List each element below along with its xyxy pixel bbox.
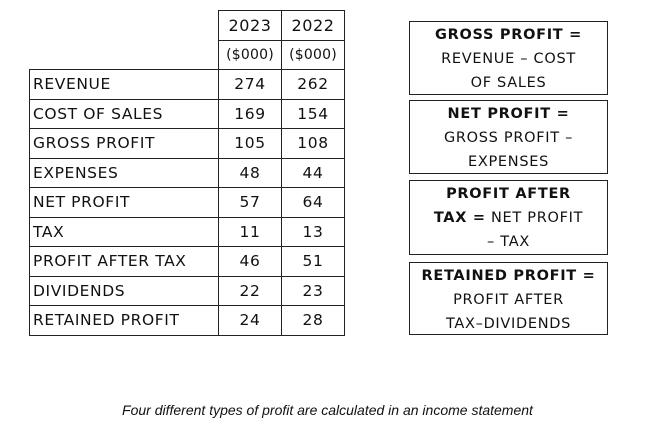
retained-profit-formula-box: RETAINED PROFIT = PROFIT AFTER TAX–DIVID… [409, 262, 608, 335]
formula-line: NET PROFIT [491, 210, 584, 226]
blank-cell [30, 40, 219, 70]
row-label: COST OF SALES [29, 98, 219, 129]
value-2022: 13 [281, 216, 345, 247]
value-2023: 11 [218, 216, 282, 247]
year-2023-header: 2023 [218, 10, 282, 41]
value-2023: 24 [218, 305, 282, 336]
row-label: TAX [29, 216, 219, 247]
row-label: PROFIT AFTER TAX [29, 246, 219, 277]
unit-2022-header: ($000) [281, 39, 345, 70]
table-row: GROSS PROFIT 105 108 [29, 128, 345, 159]
value-2022: 262 [281, 69, 345, 100]
year-header-row: 2023 2022 [30, 10, 345, 41]
value-2022: 28 [281, 305, 345, 336]
value-2023: 274 [218, 69, 282, 100]
table-row: RETAINED PROFIT 24 28 [29, 305, 345, 336]
blank-cell [30, 11, 219, 41]
table-row: TAX 11 13 [29, 216, 345, 247]
value-2023: 57 [218, 187, 282, 218]
value-2022: 23 [281, 275, 345, 306]
gross-profit-formula-box: GROSS PROFIT = REVENUE – COST OF SALES [409, 21, 608, 95]
value-2023: 22 [218, 275, 282, 306]
value-2022: 44 [281, 157, 345, 188]
value-2023: 105 [218, 128, 282, 159]
row-label: NET PROFIT [29, 187, 219, 218]
value-2023: 169 [218, 98, 282, 129]
row-label: GROSS PROFIT [29, 128, 219, 159]
income-statement-table: 2023 2022 ($000) ($000) REVENUE 274 262 … [29, 10, 345, 336]
formula-line: OF SALES [470, 75, 547, 91]
table-row: NET PROFIT 57 64 [29, 187, 345, 218]
row-label: REVENUE [29, 69, 219, 100]
value-2022: 51 [281, 246, 345, 277]
row-label: DIVIDENDS [29, 275, 219, 306]
formula-term: TAX = [433, 210, 486, 226]
formula-line: GROSS PROFIT – [443, 130, 574, 146]
formula-line: TAX–DIVIDENDS [445, 316, 572, 332]
value-2023: 48 [218, 157, 282, 188]
formula-term: PROFIT AFTER [446, 186, 571, 202]
value-2022: 154 [281, 98, 345, 129]
formula-term: NET PROFIT = [447, 106, 570, 122]
formula-term: RETAINED PROFIT = [421, 268, 596, 284]
value-2023: 46 [218, 246, 282, 277]
year-2022-header: 2022 [281, 10, 345, 41]
unit-header-row: ($000) ($000) [30, 39, 345, 70]
formula-line: EXPENSES [467, 154, 550, 170]
table-row: COST OF SALES 169 154 [29, 98, 345, 129]
table-row: EXPENSES 48 44 [29, 157, 345, 188]
table-row: DIVIDENDS 22 23 [29, 275, 345, 306]
value-2022: 108 [281, 128, 345, 159]
formula-line: REVENUE – COST [441, 51, 576, 67]
table-row: REVENUE 274 262 [29, 69, 345, 100]
value-2022: 64 [281, 187, 345, 218]
net-profit-formula-box: NET PROFIT = GROSS PROFIT – EXPENSES [409, 100, 608, 174]
formula-term: GROSS PROFIT = [435, 27, 582, 43]
formula-line: – TAX [487, 234, 530, 250]
row-label: RETAINED PROFIT [29, 305, 219, 336]
formula-line: PROFIT AFTER [453, 292, 564, 308]
unit-2023-header: ($000) [218, 39, 282, 70]
row-label: EXPENSES [29, 157, 219, 188]
table-row: PROFIT AFTER TAX 46 51 [29, 246, 345, 277]
figure-caption: Four different types of profit are calcu… [122, 402, 533, 418]
profit-after-tax-formula-box: PROFIT AFTER TAX = NET PROFIT – TAX [409, 180, 608, 255]
